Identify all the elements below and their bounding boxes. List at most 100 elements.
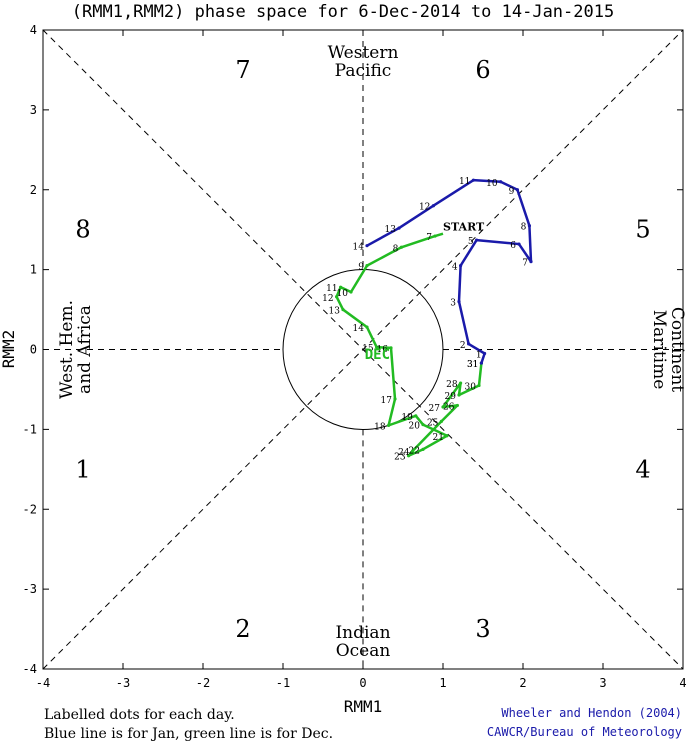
day-label: 21 xyxy=(433,433,444,443)
day-point xyxy=(455,403,459,408)
day-label: 9 xyxy=(509,187,515,197)
day-label: 3 xyxy=(450,299,456,309)
day-point xyxy=(389,346,393,350)
y-tick-label: 0 xyxy=(30,343,37,357)
day-label: 18 xyxy=(374,422,386,432)
note-line-1: Labelled dots for each day. xyxy=(44,707,235,723)
day-point xyxy=(407,454,411,458)
day-label: 29 xyxy=(445,392,457,402)
day-point xyxy=(387,423,391,427)
day-point xyxy=(335,295,339,299)
y-tick-label: 2 xyxy=(30,183,37,197)
start-label: START xyxy=(443,221,485,234)
day-point xyxy=(431,204,435,208)
region-label-bottom: Indian xyxy=(335,623,390,643)
day-point xyxy=(365,264,369,268)
day-label: 24 xyxy=(398,448,410,458)
phase-number-6: 6 xyxy=(475,56,490,84)
day-label: 23 xyxy=(394,453,406,463)
credit-line-2: CAWCR/Bureau of Meteorology xyxy=(487,725,682,739)
region-label-right: Continent xyxy=(667,307,687,392)
day-point xyxy=(375,345,379,349)
y-tick-label: 4 xyxy=(30,23,37,37)
phase-number-5: 5 xyxy=(635,216,650,244)
day-point xyxy=(527,224,532,228)
region-label-left: West. Hem. xyxy=(57,300,77,399)
phase-number-4: 4 xyxy=(635,455,650,483)
series-line-dec xyxy=(335,232,483,457)
x-tick-label: -4 xyxy=(36,676,50,690)
day-label: 8 xyxy=(521,223,527,233)
day-label: 16 xyxy=(377,345,389,355)
day-label: 11 xyxy=(326,284,337,294)
x-tick-label: 2 xyxy=(519,676,526,690)
day-point xyxy=(477,383,481,388)
day-point xyxy=(365,244,369,248)
phase-number-7: 7 xyxy=(235,56,250,84)
day-point xyxy=(341,307,345,312)
day-point xyxy=(457,393,461,397)
day-point xyxy=(393,397,397,401)
day-point xyxy=(445,434,449,438)
x-tick-label: 1 xyxy=(439,676,446,690)
day-point xyxy=(365,325,369,329)
x-tick-label: 0 xyxy=(359,676,366,690)
y-tick-label: -1 xyxy=(23,422,37,436)
day-label: 30 xyxy=(465,382,477,392)
day-label: 9 xyxy=(358,263,364,273)
y-axis-label: RMM2 xyxy=(0,330,18,369)
y-tick-label: -3 xyxy=(23,582,37,596)
day-point xyxy=(483,351,487,356)
y-tick-label: -4 xyxy=(23,662,37,676)
note-line-2: Blue line is for Jan, green line is for … xyxy=(44,726,333,742)
day-label: 12 xyxy=(419,203,430,213)
x-tick-label: -3 xyxy=(116,676,130,690)
day-point xyxy=(399,245,403,249)
series-line-jan xyxy=(366,178,533,364)
day-label: 13 xyxy=(329,307,341,317)
chart-title: (RMM1,RMM2) phase space for 6-Dec-2014 t… xyxy=(72,2,614,22)
day-label: 4 xyxy=(452,263,458,273)
day-label: 17 xyxy=(381,396,393,406)
x-tick-label: 3 xyxy=(599,676,606,690)
day-label: 20 xyxy=(409,422,421,432)
day-point xyxy=(517,242,521,246)
x-axis-label: RMM1 xyxy=(344,697,383,716)
region-label-left: and Africa xyxy=(75,305,95,394)
diagonal-guide-2 xyxy=(42,29,684,670)
day-point xyxy=(479,361,483,365)
day-label: 8 xyxy=(393,244,399,254)
day-label: 26 xyxy=(443,402,455,412)
x-tick-label: -1 xyxy=(276,676,290,690)
amplitude-circle xyxy=(282,269,444,430)
day-point xyxy=(421,422,425,427)
day-label: 10 xyxy=(337,289,349,299)
day-point xyxy=(475,238,479,242)
day-point xyxy=(471,178,475,182)
region-label-right: Maritime xyxy=(649,310,669,390)
y-tick-label: -2 xyxy=(23,502,37,516)
day-label: 15 xyxy=(362,344,374,354)
day-label: 27 xyxy=(429,404,441,414)
day-point xyxy=(433,234,437,238)
day-label: 1 xyxy=(476,350,482,360)
phase-number-8: 8 xyxy=(75,216,90,244)
day-point xyxy=(414,414,418,418)
day-point xyxy=(349,290,353,294)
day-point xyxy=(411,449,415,453)
day-label: 7 xyxy=(522,259,528,269)
region-label-top: Western xyxy=(328,43,399,63)
day-point xyxy=(421,447,425,451)
x-tick-label: -2 xyxy=(196,676,210,690)
day-point xyxy=(515,188,520,192)
day-label: 31 xyxy=(467,360,478,370)
x-tick-label: 4 xyxy=(679,676,686,690)
day-label: 10 xyxy=(486,179,498,189)
day-label: 28 xyxy=(446,380,458,390)
day-label: 13 xyxy=(385,225,397,235)
day-point xyxy=(397,226,401,230)
day-label: 12 xyxy=(322,294,333,304)
day-point xyxy=(467,342,471,346)
day-label: 31 xyxy=(467,360,478,370)
